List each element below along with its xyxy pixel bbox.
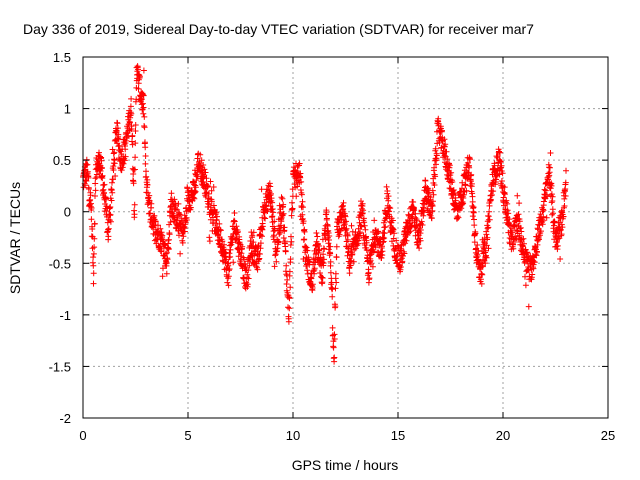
y-tick-label: 1 [64, 102, 71, 117]
grid [83, 57, 608, 418]
plot-frame [82, 56, 609, 419]
x-tick-label: 10 [286, 428, 300, 443]
x-tick-label: 0 [79, 428, 86, 443]
y-tick-label: 0.5 [53, 153, 71, 168]
y-tick-label: 0 [64, 205, 71, 220]
x-tick-label: 5 [184, 428, 191, 443]
y-axis-label: SDTVAR / TECUs [7, 182, 23, 294]
x-axis-label: GPS time / hours [292, 457, 399, 473]
y-tick-label: -0.5 [49, 256, 71, 271]
x-tick-label: 25 [601, 428, 615, 443]
x-tick-label: 20 [496, 428, 510, 443]
chart-title: Day 336 of 2019, Sidereal Day-to-day VTE… [23, 21, 534, 37]
axis-ticks: 0 5 10 15 20 25 -2 -1.5 -1 -0.5 0 0.5 1 1.5 [49, 50, 616, 443]
y-tick-label: 1.5 [53, 50, 71, 65]
y-tick-label: -1.5 [49, 359, 71, 374]
y-tick-label: -2 [59, 411, 71, 426]
y-tick-label: -1 [59, 308, 71, 323]
x-tick-label: 15 [391, 428, 405, 443]
